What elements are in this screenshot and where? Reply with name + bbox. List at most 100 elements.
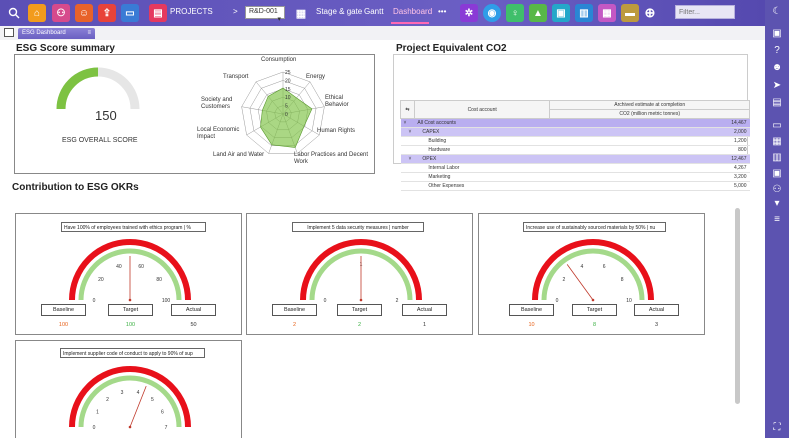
home-icon[interactable]: ⌂: [28, 4, 46, 22]
help-icon[interactable]: ?: [774, 45, 780, 56]
baseline-value: 100: [58, 322, 69, 328]
gauge-needle-pivot: [128, 425, 132, 429]
warning-icon[interactable]: ▲: [529, 4, 547, 22]
archive-icon[interactable]: ▬: [621, 4, 639, 22]
baseline-button[interactable]: Baseline: [509, 304, 554, 316]
gauge-tick-label: 10: [626, 298, 632, 304]
team-icon[interactable]: ⚇: [52, 4, 70, 22]
expand-all-icon[interactable]: ⇆: [400, 100, 415, 119]
sidebar-toggle-icon[interactable]: [4, 28, 14, 37]
gauge-tick-label: 80: [156, 277, 162, 283]
radar-label-ethical: Ethical Behavior: [325, 95, 349, 108]
add-icon[interactable]: ⊕: [644, 5, 656, 20]
project-select[interactable]: R&D-001 ▾: [245, 6, 285, 23]
table-row[interactable]: Hardware 800: [400, 145, 750, 155]
row-value: 800: [549, 145, 750, 155]
users-icon[interactable]: ⚇: [772, 184, 782, 195]
excel-icon[interactable]: ▦: [772, 136, 782, 147]
table-row[interactable]: Marketing 3,200: [400, 172, 750, 182]
tab-stage-gate[interactable]: Stage & gate: [316, 7, 363, 16]
tab-dashboard[interactable]: Dashboard: [393, 7, 433, 16]
table-row[interactable]: Internal Labor 4,267: [400, 163, 750, 173]
baseline-button[interactable]: Baseline: [41, 304, 86, 316]
calendar-icon[interactable]: ▣: [772, 168, 782, 179]
radar-tick-label: 15: [285, 87, 291, 93]
actual-value: 50: [190, 322, 197, 328]
collapse-icon[interactable]: ˅: [400, 127, 415, 137]
send-icon[interactable]: ➤: [772, 80, 782, 91]
row-value: 14,467: [549, 118, 750, 128]
collapse-icon[interactable]: ˅: [400, 154, 415, 164]
chevron-down-icon: ▾: [277, 16, 281, 23]
actual-button[interactable]: Actual: [634, 304, 679, 316]
more-menu[interactable]: •••: [438, 7, 447, 16]
row-label: Marketing: [414, 172, 550, 182]
gauge-tick-label: 2: [106, 397, 109, 403]
cup-icon[interactable]: ▾: [774, 198, 780, 209]
vertical-scrollbar[interactable]: [735, 208, 740, 404]
report-icon[interactable]: ▦: [598, 4, 616, 22]
actual-value: 1: [422, 322, 427, 328]
calendar-icon[interactable]: ▣: [552, 4, 570, 22]
grid-view-icon[interactable]: ▦: [295, 7, 307, 20]
bot-icon[interactable]: ☻: [771, 62, 783, 73]
col-cost-account: Cost account: [413, 100, 551, 119]
filter-input[interactable]: [675, 5, 735, 19]
row-label: Internal Labor: [414, 163, 550, 173]
gauge-outer-arc: [300, 239, 422, 301]
target-button[interactable]: Target: [337, 304, 382, 316]
actual-value: 3: [654, 322, 659, 328]
radar-label-transport: Transport: [223, 74, 249, 80]
gauge-inner-arc: [78, 375, 182, 428]
moon-icon[interactable]: ☾: [772, 6, 782, 17]
collapse-icon[interactable]: ˅: [400, 118, 415, 128]
word-icon[interactable]: ▥: [772, 152, 782, 163]
okr-card-title: Implement 5 data security measures | num…: [292, 222, 424, 232]
actual-button[interactable]: Actual: [171, 304, 216, 316]
table-row[interactable]: ˅ OPEX 12,467: [400, 154, 750, 164]
comment-icon[interactable]: ▤: [772, 97, 782, 108]
projects-link[interactable]: PROJECTS: [170, 7, 213, 16]
baseline-value: 10: [528, 322, 535, 328]
table-row[interactable]: ˅ CAPEX 2,000: [400, 127, 750, 137]
people-icon[interactable]: ☺: [75, 4, 93, 22]
active-tab-indicator: [391, 22, 429, 24]
gauge-needle-pivot: [591, 298, 595, 302]
hamburger-icon[interactable]: ≡: [87, 30, 91, 36]
row-label: All Cost accounts: [414, 118, 550, 128]
fullscreen-icon[interactable]: ⛶: [773, 422, 781, 433]
search-icon[interactable]: [5, 4, 23, 22]
save-icon[interactable]: ▣: [772, 28, 782, 39]
row-value: 1,200: [549, 136, 750, 146]
esg-score-value: 150: [95, 108, 117, 123]
tab-esg-dashboard[interactable]: ESG Dashboard ≡: [18, 28, 95, 39]
lightbulb-icon[interactable]: ♀: [506, 4, 524, 22]
gauge-outer-arc: [69, 239, 191, 301]
baseline-button[interactable]: Baseline: [272, 304, 317, 316]
table-row[interactable]: ˅ All Cost accounts 14,467: [400, 118, 750, 128]
settings-gear-icon[interactable]: ✲: [460, 4, 478, 22]
target-button[interactable]: Target: [108, 304, 153, 316]
chart-icon[interactable]: ▥: [575, 4, 593, 22]
gauge-inner-arc: [309, 248, 413, 301]
tab-gantt[interactable]: Gantt: [364, 7, 384, 16]
table-row[interactable]: Other Expenses 5,000: [400, 181, 750, 191]
col-estimate-line1: Archived estimate at completion: [549, 100, 750, 110]
row-value: 3,200: [549, 172, 750, 182]
inbox-icon[interactable]: ▭: [121, 4, 139, 22]
chat-icon[interactable]: ◉: [483, 4, 501, 22]
gauge-needle-pivot: [128, 298, 132, 302]
actual-button[interactable]: Actual: [402, 304, 447, 316]
row-value: 12,467: [549, 154, 750, 164]
table-row[interactable]: Building 1,200: [400, 136, 750, 146]
powerpoint-icon[interactable]: ▭: [772, 120, 782, 131]
upload-icon[interactable]: ⇪: [98, 4, 116, 22]
projects-folder-icon[interactable]: ▤: [149, 4, 167, 22]
filter-icon[interactable]: ≡: [774, 214, 780, 225]
radar-area: [260, 87, 313, 148]
target-button[interactable]: Target: [572, 304, 617, 316]
gauge-tick-label: 1: [96, 409, 99, 415]
radar-label-local-economic: Local Economic Impact: [197, 127, 240, 140]
gauge-tick-label: 2: [396, 298, 399, 304]
dashboard-tab-strip: ESG Dashboard ≡: [0, 26, 765, 40]
